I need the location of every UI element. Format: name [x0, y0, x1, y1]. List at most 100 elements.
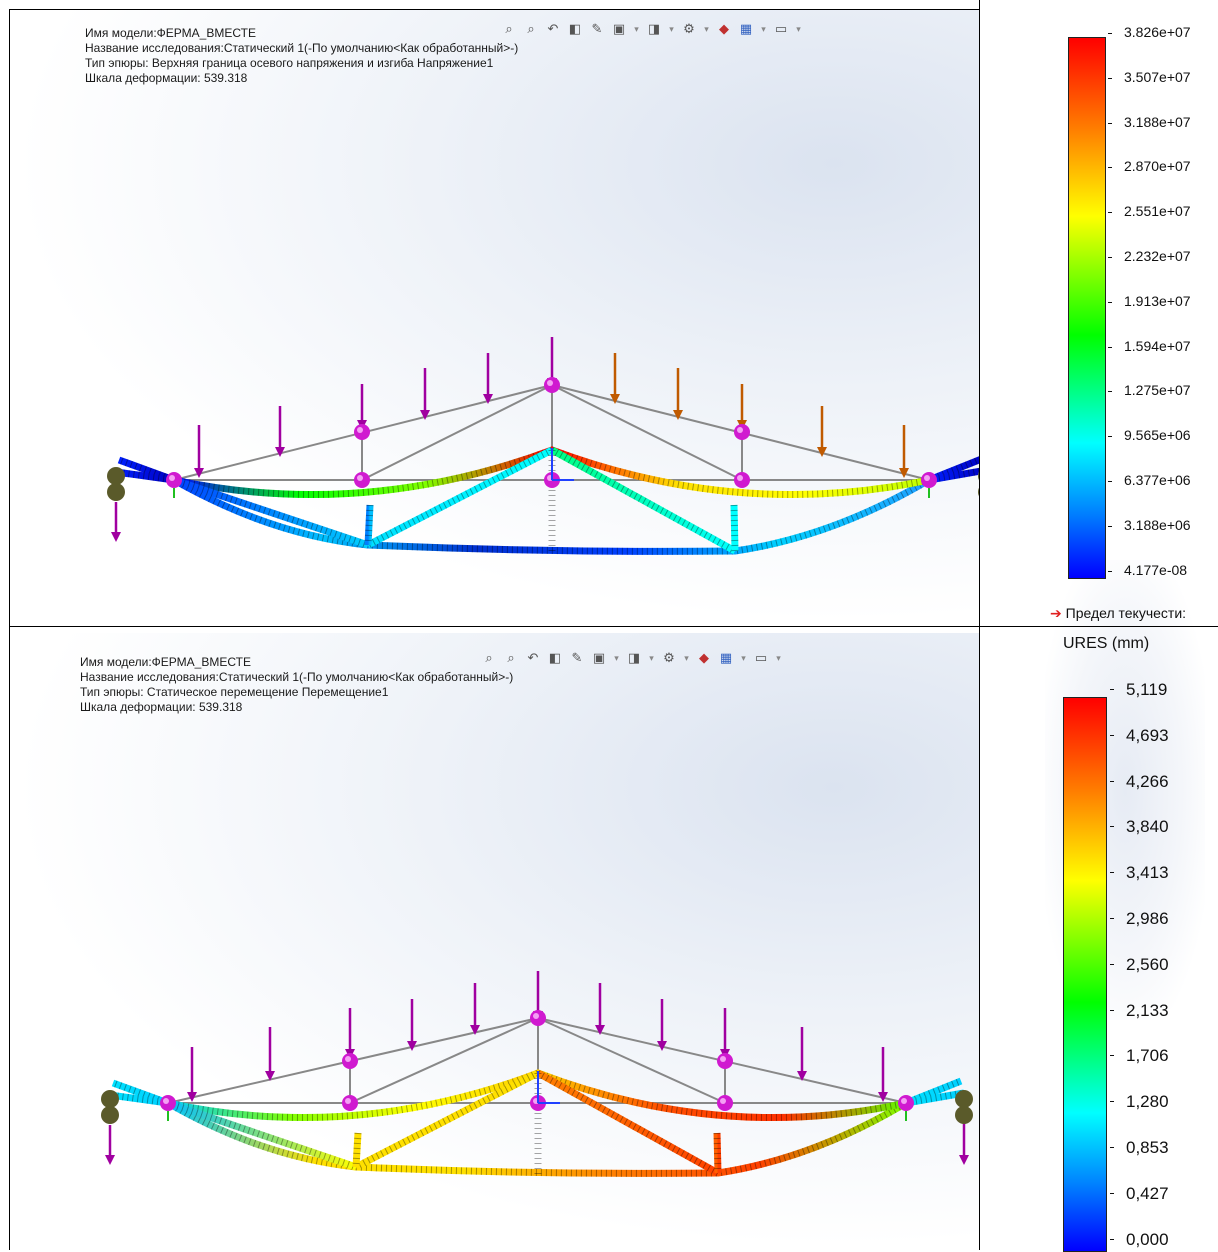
- legend-value: 2,986: [1126, 909, 1169, 928]
- section-view-icon[interactable]: ◧: [568, 21, 582, 36]
- yield-strength-indicator: ➔ Предел текучести:: [1050, 605, 1186, 622]
- fixture-sphere: [955, 1106, 973, 1124]
- fixture-sphere: [955, 1090, 973, 1108]
- legend-value: 3,413: [1126, 863, 1169, 883]
- apply-scene-icon[interactable]: ◆: [719, 21, 729, 36]
- hide-show-icon[interactable]: ◨: [647, 21, 661, 36]
- member-mesh: [713, 1132, 722, 1174]
- chevron-down-icon[interactable]: ▾: [684, 653, 689, 663]
- zoom-to-area-icon[interactable]: ⌕: [527, 21, 535, 36]
- node-highlight: [357, 475, 363, 481]
- legend-tick: [1110, 872, 1114, 874]
- legend-tick: [1108, 436, 1112, 438]
- legend-tick: [1108, 346, 1112, 348]
- frame-left: [9, 9, 10, 1250]
- apply-scene-icon[interactable]: ◆: [699, 650, 709, 665]
- section-view-icon[interactable]: ◧: [548, 650, 562, 665]
- chevron-down-icon[interactable]: ▾: [614, 653, 619, 663]
- deformed-member: [536, 1069, 720, 1177]
- legend-tick: [1110, 1055, 1114, 1057]
- deformation-scale-label: Шкала деформации: 539.318: [80, 700, 243, 714]
- load-arrow-head: [265, 1071, 275, 1081]
- legend-value: 2,133: [1126, 1000, 1169, 1020]
- node-highlight: [720, 1056, 726, 1062]
- undeformed-member: [551, 384, 743, 481]
- frame-divider: [979, 0, 980, 1250]
- chevron-down-icon[interactable]: ▾: [776, 653, 781, 663]
- view-orientation-icon[interactable]: ✎: [571, 650, 583, 665]
- undeformed-member: [349, 1017, 539, 1104]
- member-mesh: [166, 1099, 358, 1171]
- view-settings-icon[interactable]: ▦: [739, 21, 753, 36]
- legend-value: 2.870e+07: [1124, 158, 1191, 175]
- legend-value: 1,280: [1126, 1092, 1169, 1112]
- legend-value: 3.826e+07: [1124, 24, 1191, 40]
- edit-appearance-icon[interactable]: ⚙: [683, 21, 695, 36]
- chevron-down-icon[interactable]: ▾: [761, 24, 766, 34]
- chevron-down-icon[interactable]: ▾: [704, 24, 709, 34]
- previous-view-icon[interactable]: ↶: [527, 650, 539, 665]
- deformed-member: [366, 446, 554, 549]
- node-highlight: [345, 1056, 351, 1062]
- stress-viewport[interactable]: Имя модели:ФЕРМА_ВМЕСТЕ Название исследо…: [10, 10, 979, 625]
- legend-value: 2.551e+07: [1124, 203, 1191, 220]
- plot-type-label: Тип эпюры: Верхняя граница осевого напря…: [85, 56, 494, 70]
- legend-value: 2.232e+07: [1124, 248, 1191, 264]
- legend-value: 9.565e+06: [1124, 427, 1191, 444]
- deformed-member: [109, 1091, 169, 1107]
- chevron-down-icon[interactable]: ▾: [796, 24, 801, 34]
- zoom-to-fit-icon[interactable]: ⌕: [505, 21, 513, 36]
- heads-up-toolbar: ⌕ ⌕ ↶ ◧ ✎ ▣ ▾ ◨ ▾ ⚙ ▾ ◆ ▦ ▾ ▭ ▾: [480, 649, 783, 667]
- display-style-icon[interactable]: ▣: [592, 650, 606, 665]
- displacement-viewport[interactable]: Имя модели:ФЕРМА_ВМЕСТЕ Название исследо…: [10, 633, 979, 1250]
- monitor-icon[interactable]: ▭: [774, 21, 788, 36]
- deformed-member: [352, 1132, 362, 1168]
- legend-tick: [1108, 167, 1112, 169]
- legend-tick: [1108, 212, 1112, 214]
- legend-value: 3.507e+07: [1124, 68, 1191, 85]
- legend-value: 5,119: [1126, 680, 1168, 699]
- red-arrow-icon: ➔: [1050, 605, 1062, 621]
- heads-up-toolbar: ⌕ ⌕ ↶ ◧ ✎ ▣ ▾ ◨ ▾ ⚙ ▾ ◆ ▦ ▾ ▭ ▾: [500, 20, 803, 38]
- zoom-to-fit-icon[interactable]: ⌕: [485, 650, 493, 665]
- legend-tick: [1110, 1192, 1114, 1194]
- study-name-label: Название исследования:Статический 1(-По …: [85, 41, 519, 55]
- display-style-icon[interactable]: ▣: [612, 21, 626, 36]
- frame-top: [9, 9, 979, 10]
- load-arrow-head: [111, 532, 121, 542]
- chevron-down-icon[interactable]: ▾: [741, 653, 746, 663]
- node-highlight: [720, 1098, 726, 1104]
- deformed-member: [166, 1099, 358, 1171]
- fixture-sphere: [101, 1090, 119, 1108]
- legend-tick: [1108, 77, 1112, 79]
- fixture-sphere: [107, 483, 125, 501]
- legend-value: 0,427: [1126, 1183, 1169, 1203]
- edit-appearance-icon[interactable]: ⚙: [663, 650, 675, 665]
- legend-tick: [1110, 918, 1114, 919]
- legend-tick: [1110, 963, 1114, 965]
- displacement-plot-info: Имя модели:ФЕРМА_ВМЕСТЕ Название исследо…: [80, 655, 513, 715]
- undeformed-member: [537, 1017, 726, 1104]
- monitor-icon[interactable]: ▭: [754, 650, 768, 665]
- legend-tick: [1108, 122, 1112, 124]
- legend-value: 3.188e+06: [1124, 516, 1191, 533]
- view-orientation-icon[interactable]: ✎: [591, 21, 603, 36]
- legend-tick: [1108, 257, 1112, 258]
- load-arrow-head: [105, 1155, 115, 1165]
- deformed-member: [905, 1089, 965, 1107]
- legend-tick: [1108, 481, 1112, 482]
- chevron-down-icon[interactable]: ▾: [649, 653, 654, 663]
- deformed-member: [172, 476, 370, 549]
- deformed-member: [364, 504, 374, 546]
- member-mesh: [364, 504, 374, 546]
- legend-tick: [1110, 689, 1114, 690]
- fixture-sphere: [107, 467, 125, 485]
- chevron-down-icon[interactable]: ▾: [634, 24, 639, 34]
- hide-show-icon[interactable]: ◨: [627, 650, 641, 665]
- chevron-down-icon[interactable]: ▾: [669, 24, 674, 34]
- legend-value: 3.188e+07: [1124, 113, 1191, 130]
- zoom-to-area-icon[interactable]: ⌕: [507, 650, 515, 665]
- load-arrow-head: [610, 394, 620, 404]
- previous-view-icon[interactable]: ↶: [547, 21, 559, 36]
- view-settings-icon[interactable]: ▦: [719, 650, 733, 665]
